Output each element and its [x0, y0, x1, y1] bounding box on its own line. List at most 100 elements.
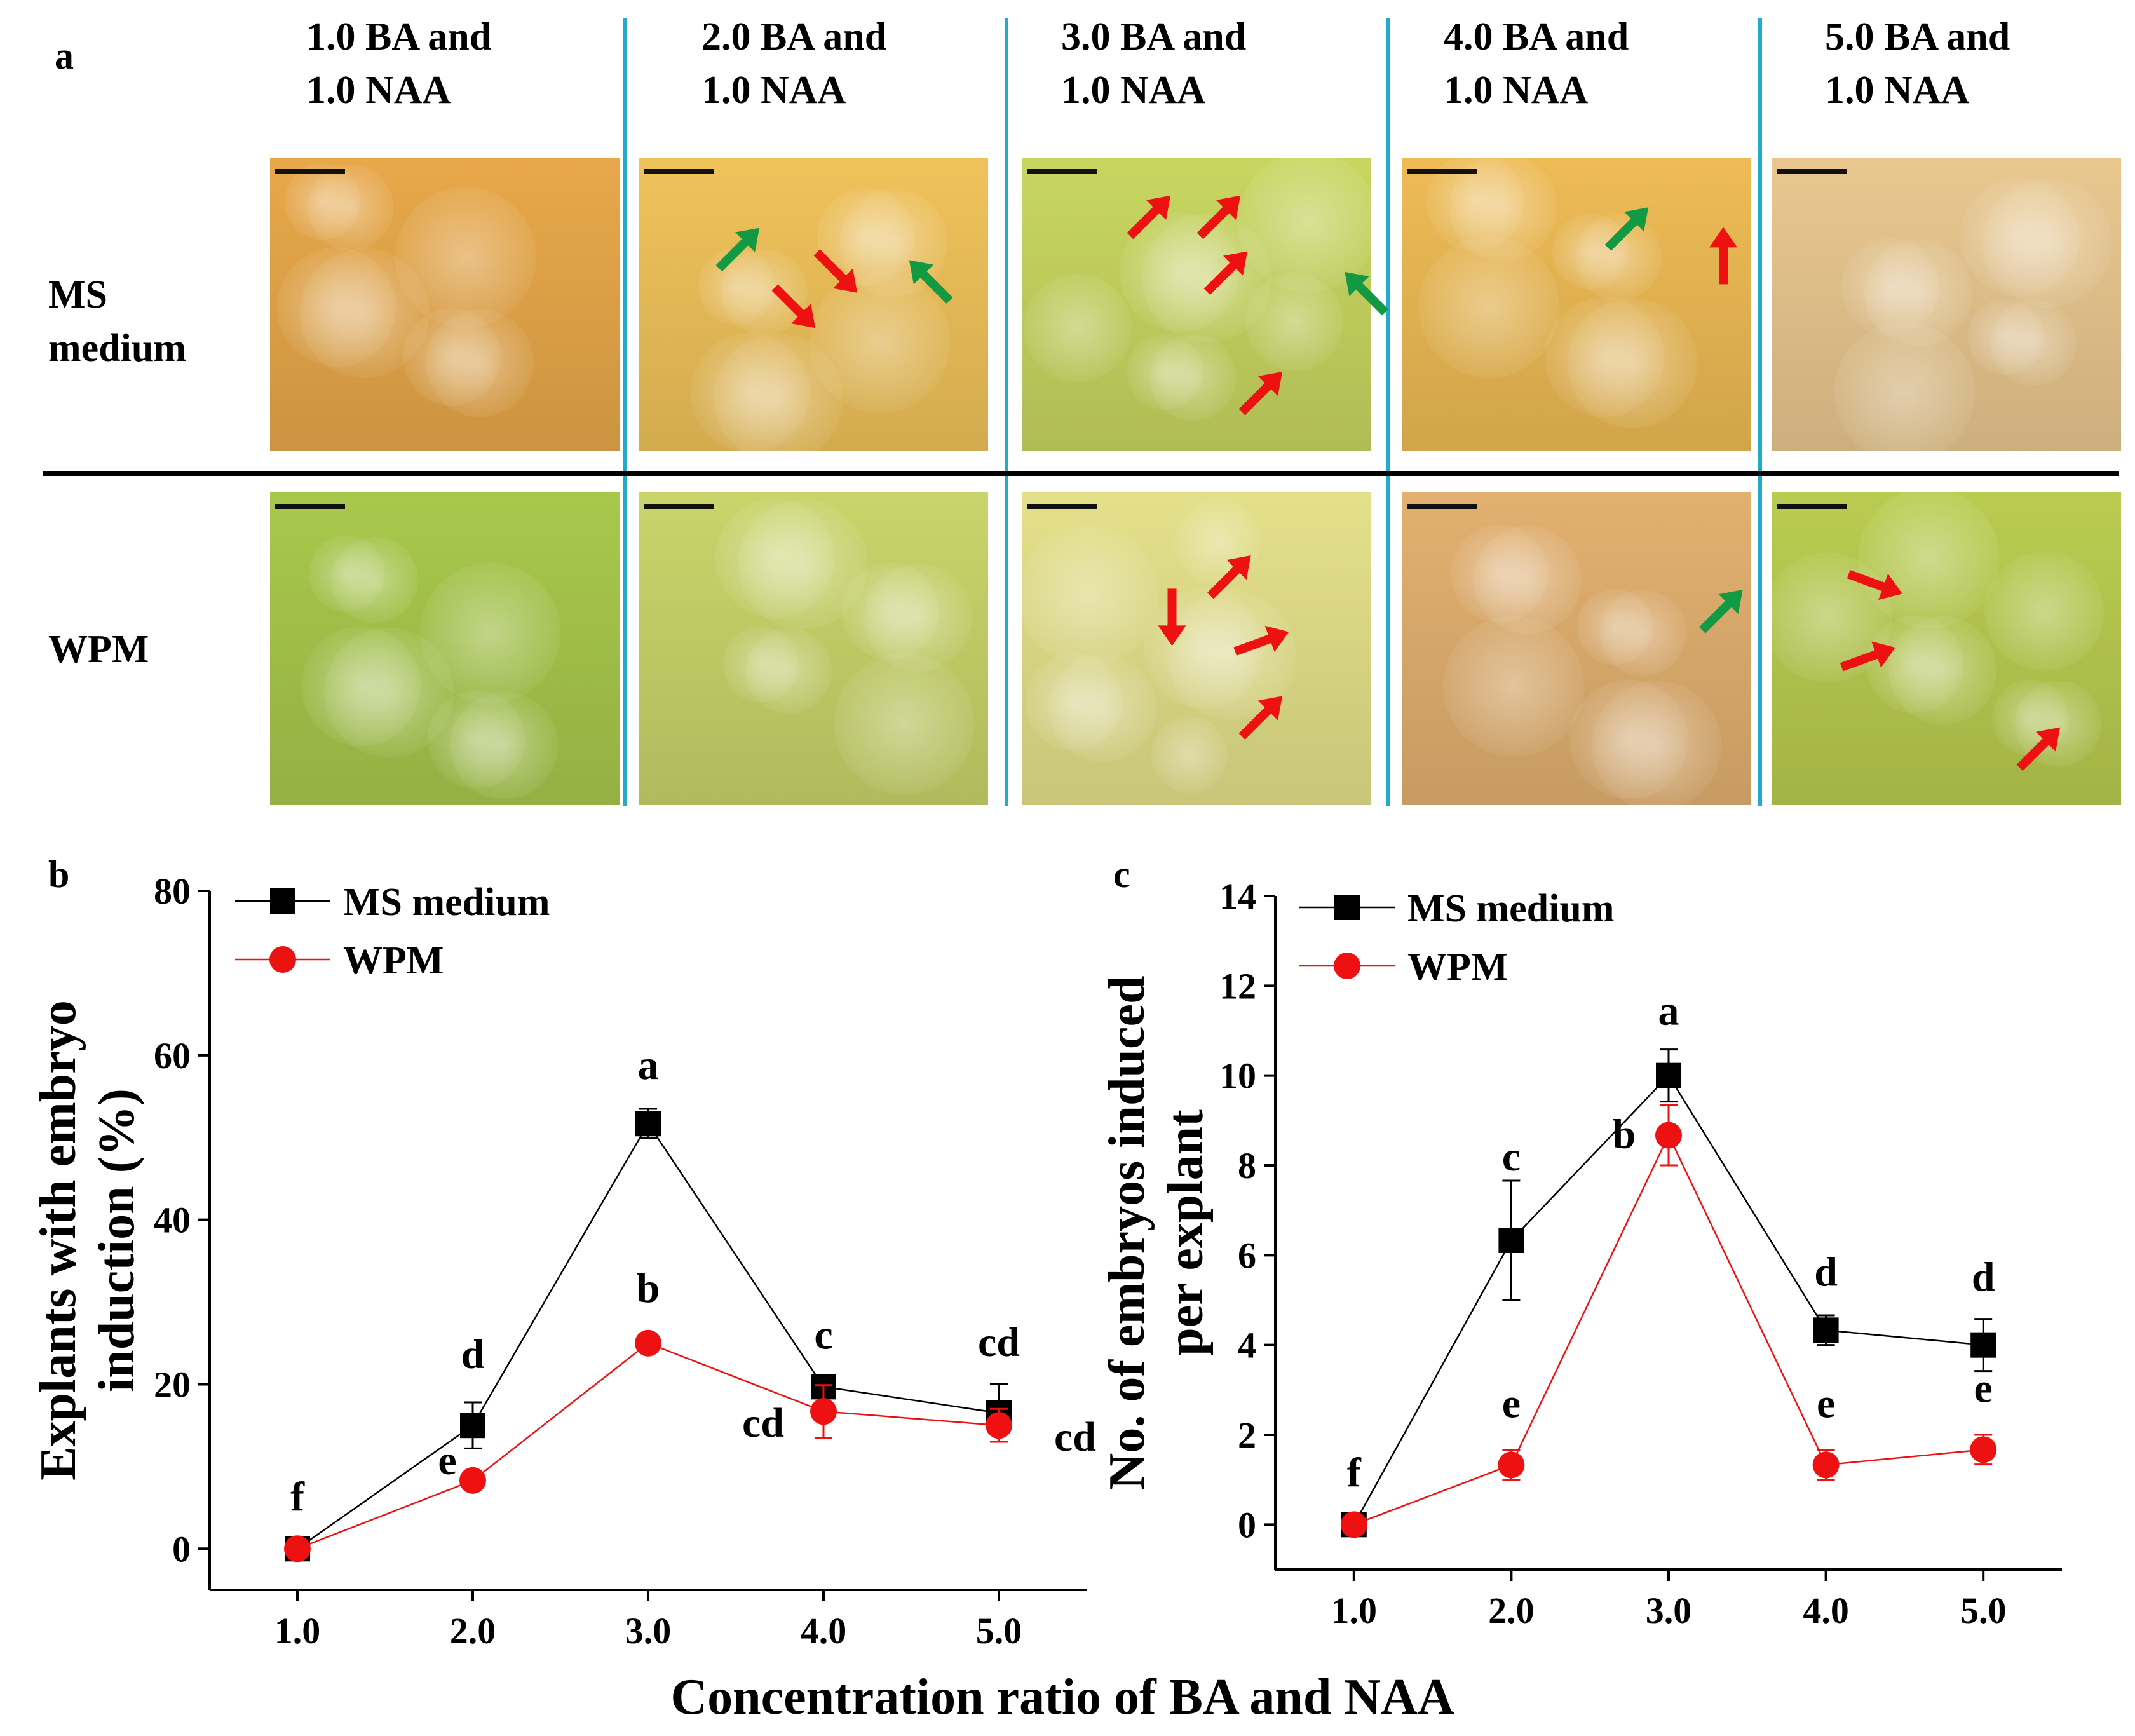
photo-texture — [1474, 526, 1582, 634]
arrow-head — [1709, 227, 1737, 248]
y-tick-label: 8 — [1238, 1145, 1256, 1186]
red-arrow-icon — [1127, 195, 1171, 240]
significance-letter: d — [1814, 1249, 1838, 1295]
x-tick-label: 5.0 — [1960, 1590, 2007, 1631]
wpm-point — [810, 1398, 837, 1425]
legend-label: WPM — [343, 939, 444, 982]
photo-texture — [419, 562, 561, 704]
wpm-series-line — [1353, 1133, 1984, 1526]
significance-letter: e — [1502, 1380, 1521, 1427]
red-arrow-icon — [1238, 371, 1283, 416]
photo-texture — [1864, 238, 1972, 347]
arrow-head — [1257, 696, 1283, 721]
green-arrow-icon — [909, 260, 953, 304]
photo-texture — [324, 627, 454, 757]
significance-letter: c — [1502, 1134, 1521, 1180]
y-tick-label: 4 — [1238, 1325, 1256, 1366]
photo-texture — [426, 309, 534, 417]
significance-letter: f — [290, 1474, 305, 1520]
x-tick-label: 3.0 — [625, 1610, 672, 1651]
photo-texture — [1568, 298, 1697, 428]
y-tick-label: 2 — [1238, 1414, 1256, 1456]
arrow-head — [1158, 625, 1186, 646]
chart-b: 0 20 40 60 80 1.0 2.0 3.0 4.0 5.0 Explants with em… — [30, 871, 1096, 1651]
significance-letter: a — [1658, 988, 1679, 1034]
wpm-point — [1655, 1122, 1682, 1149]
photo-texture — [1048, 654, 1156, 763]
arrow-head — [832, 268, 858, 293]
row-labels: MS medium WPM — [48, 273, 186, 671]
x-tick-label: 2.0 — [450, 1610, 496, 1651]
significance-letter: c — [814, 1312, 832, 1358]
wpm-series-line — [297, 1342, 1000, 1550]
legend-label: MS medium — [1407, 887, 1615, 930]
arrow-head — [735, 227, 760, 252]
y-tick-label: 80 — [154, 871, 191, 912]
photo-texture — [1984, 551, 2104, 671]
y-tick-label: 12 — [1219, 965, 1256, 1007]
significance-letter: d — [1972, 1254, 1995, 1301]
ms-medium-point — [635, 1111, 661, 1137]
x-tick-label: 3.0 — [1646, 1590, 1692, 1631]
significance-letter: cd — [742, 1400, 784, 1446]
arrow-head — [909, 260, 934, 285]
photo-texture — [864, 563, 972, 672]
y-tick-label: 60 — [154, 1035, 191, 1076]
ms-medium-point — [1498, 1228, 1524, 1254]
legend-label: MS medium — [343, 881, 550, 924]
red-arrow-icon — [1238, 696, 1283, 740]
wpm-point — [284, 1535, 311, 1563]
significance-letter: b — [637, 1265, 660, 1312]
photo-texture — [738, 499, 868, 630]
y-axis-label-line: induction (%) — [89, 1088, 145, 1392]
wpm-point — [1812, 1451, 1840, 1479]
photo-texture — [1142, 213, 1272, 343]
scale-bar — [644, 504, 714, 509]
scale-bar — [1777, 504, 1847, 509]
significance-letter: cd — [978, 1319, 1020, 1366]
photo-texture — [1575, 214, 1662, 301]
red-arrow-icon — [813, 249, 858, 293]
photo-texture — [1149, 334, 1237, 421]
y-axis-label-line: per explant — [1158, 1109, 1214, 1356]
row-label-wpm: WPM — [48, 628, 149, 671]
photo-texture — [1245, 273, 1343, 371]
wpm-point — [1340, 1511, 1367, 1538]
wpm-point — [459, 1467, 486, 1494]
y-tick-label: 14 — [1219, 876, 1256, 917]
significance-letter: cd — [1054, 1414, 1096, 1460]
green-arrow-icon — [1345, 271, 1388, 316]
ms-medium-point — [1813, 1317, 1839, 1343]
arrow-head — [1718, 590, 1743, 614]
red-arrow-icon — [1158, 588, 1186, 646]
green-arrow-icon — [715, 227, 760, 272]
legend-marker-square — [1334, 895, 1360, 920]
photo-texture — [1592, 681, 1722, 811]
x-tick-label: 1.0 — [1331, 1590, 1378, 1631]
legend-marker-square — [270, 888, 295, 914]
photo-texture — [1834, 322, 1975, 463]
photo-texture — [1888, 616, 1997, 725]
arrow-head — [1345, 271, 1369, 297]
wpm-point — [1498, 1451, 1525, 1479]
panel-label-b: b — [48, 853, 69, 895]
column-headers: 1.0 BA and 1.0 NAA 2.0 BA and 1.0 NAA 3.… — [306, 15, 2010, 112]
significance-letter: e — [1974, 1365, 1993, 1411]
red-arrow-icon — [771, 284, 816, 329]
scale-bar — [1777, 169, 1847, 174]
significance-letter: e — [1817, 1380, 1835, 1427]
ms-medium-point — [1970, 1332, 1996, 1358]
panel-label-a: a — [55, 35, 74, 77]
legend-label: WPM — [1407, 946, 1508, 989]
photo-texture — [1599, 590, 1686, 677]
arrow-head — [1871, 641, 1895, 668]
arrow-head — [1226, 555, 1251, 580]
row-label-ms: MS medium — [48, 273, 186, 370]
photo-texture — [395, 187, 536, 329]
legend-marker-circle — [269, 946, 296, 973]
y-tick-label: 0 — [172, 1528, 191, 1570]
red-arrow-icon — [1709, 227, 1737, 285]
significance-letter: e — [438, 1437, 456, 1484]
y-tick-label: 10 — [1219, 1055, 1256, 1097]
